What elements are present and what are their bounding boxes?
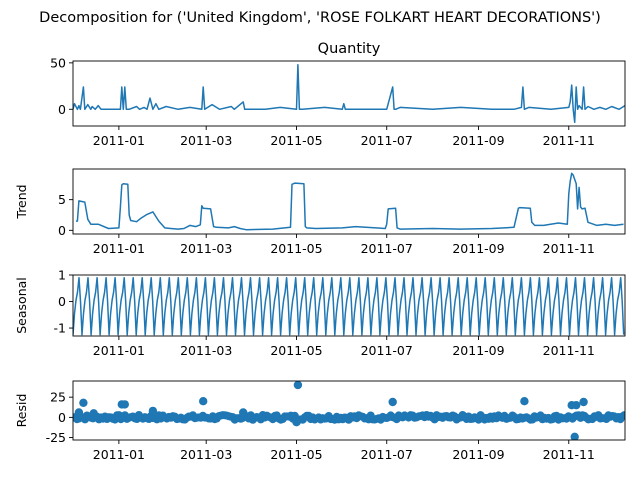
seasonal-axes-frame: [72, 274, 626, 337]
seasonal-ytick-label: 1: [58, 268, 66, 283]
resid-point: [388, 397, 397, 407]
resid-ytick-label: -25: [46, 430, 66, 445]
resid-point: [74, 408, 84, 417]
resid-point: [89, 409, 98, 418]
observed-xtick-label: 2011-07: [361, 133, 413, 148]
panel-trend: 0 5 2011-01 2011-03 2011-05 2011-07 2011-09 201…: [14, 168, 626, 256]
seasonal-xtick-label: 2011-07: [361, 343, 413, 358]
resid-xtick-label: 2011-07: [361, 447, 413, 462]
panel-observed: 0 50 2011-01 2011-03 2011-05 2011-07 2011-09 20…: [50, 41, 626, 148]
observed-xtick-label: 2011-09: [452, 133, 504, 148]
observed-plot-area: [73, 63, 625, 124]
seasonal-xtick-label: 2011-03: [180, 343, 232, 358]
resid-xtick-label: 2011-01: [93, 447, 145, 462]
resid-xtick-label: 2011-03: [180, 447, 232, 462]
trend-xtick-label: 2011-05: [270, 241, 322, 256]
resid-xtick-label: 2011-05: [270, 447, 322, 462]
trend-plot-area: [76, 172, 624, 231]
trend-ylabel: Trend: [14, 184, 29, 219]
observed-xtick-label: 2011-03: [180, 133, 232, 148]
resid-point: [292, 418, 301, 427]
resid-point: [148, 406, 158, 416]
resid-point: [293, 381, 303, 390]
resid-point: [79, 398, 88, 407]
observed-series-line: [73, 63, 625, 124]
trend-xtick-label: 2011-11: [543, 241, 595, 256]
observed-xtick-label: 2011-01: [93, 133, 145, 148]
observed-title: Quantity: [318, 41, 381, 57]
observed-ytick-label: 0: [58, 102, 66, 117]
observed-axes-frame: [72, 60, 626, 127]
panel-resid: -25 0 25 2011-01 2011-03 2011-05 2011-07 2011-0…: [14, 380, 626, 462]
trend-series-line: [76, 172, 624, 231]
resid-ytick-label: 0: [58, 410, 66, 425]
resid-xtick-label: 2011-11: [543, 447, 595, 462]
seasonal-xtick-label: 2011-01: [93, 343, 145, 358]
seasonal-series-line: [73, 276, 625, 336]
seasonal-ylabel: Seasonal: [14, 277, 29, 334]
resid-plot-area: [73, 381, 625, 440]
resid-xtick-label: 2011-09: [452, 447, 504, 462]
observed-ytick-label: 50: [50, 55, 66, 70]
trend-xtick-label: 2011-03: [180, 241, 232, 256]
resid-point: [572, 401, 581, 410]
seasonal-xtick-label: 2011-11: [543, 343, 595, 358]
seasonal-ytick-label: 0: [58, 294, 66, 309]
seasonal-xtick-label: 2011-05: [270, 343, 322, 358]
resid-point: [199, 397, 208, 406]
resid-ylabel: Resid: [14, 394, 29, 428]
trend-ytick-label: 0: [58, 223, 66, 238]
resid-ytick-label: 25: [50, 390, 66, 405]
resid-axes-frame: [72, 380, 626, 441]
trend-xtick-label: 2011-01: [93, 241, 145, 256]
observed-xtick-label: 2011-05: [270, 133, 322, 148]
seasonal-xtick-label: 2011-09: [452, 343, 504, 358]
resid-point: [239, 408, 248, 417]
seasonal-ytick-label: -1: [54, 321, 66, 336]
resid-point: [579, 397, 588, 407]
trend-xtick-label: 2011-07: [361, 241, 413, 256]
resid-point: [570, 432, 579, 440]
figure-suptitle: Decomposition for ('United Kingdom', 'RO…: [39, 10, 601, 26]
resid-point: [120, 400, 129, 409]
resid-point: [520, 397, 529, 406]
seasonal-plot-area: [73, 276, 625, 336]
resid-near-zero-band: [73, 411, 625, 424]
panel-seasonal: -1 0 1 2011-01 2011-03 2011-05 2011-07 2011-09 2…: [14, 268, 626, 358]
trend-axes-frame: [72, 168, 626, 235]
trend-ytick-label: 5: [58, 192, 66, 207]
observed-xtick-label: 2011-11: [543, 133, 595, 148]
trend-xtick-label: 2011-09: [452, 241, 504, 256]
